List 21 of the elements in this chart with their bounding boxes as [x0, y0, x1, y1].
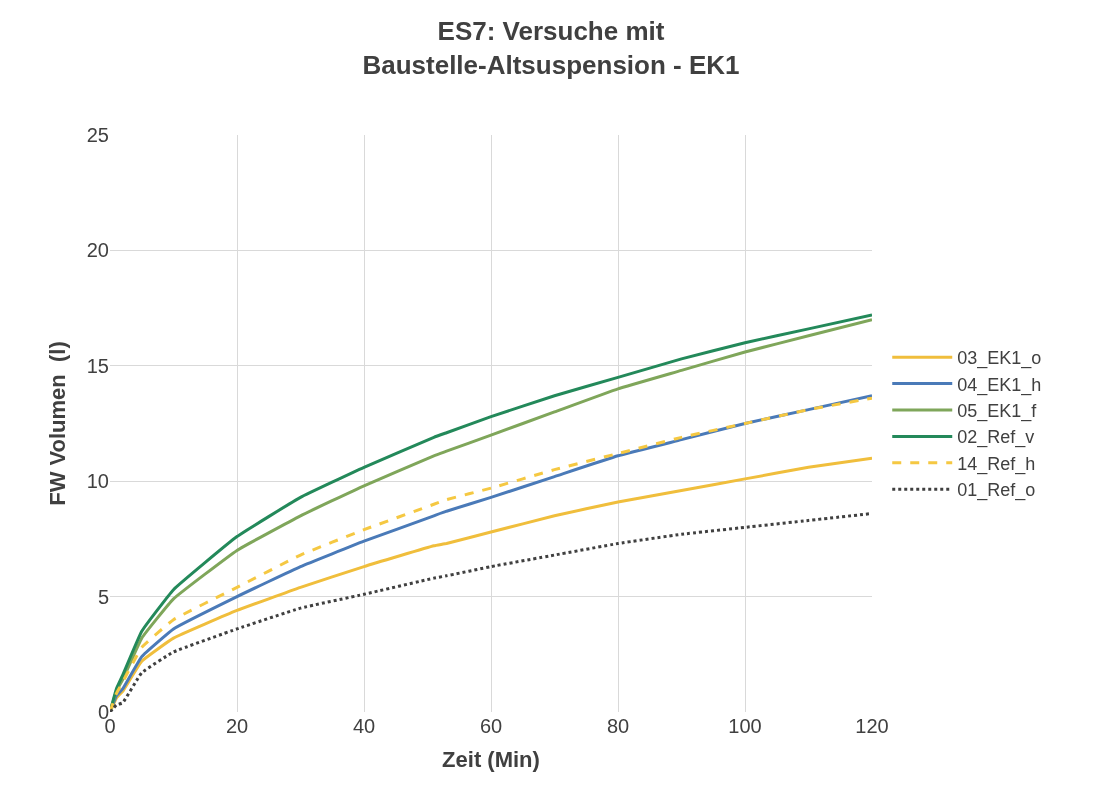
x-tick-label: 100	[728, 715, 762, 737]
x-tick-label: 40	[352, 715, 376, 737]
x-tick-label: 60	[479, 715, 503, 737]
legend-label: 01_Ref_o	[957, 480, 1036, 502]
legend-label: 02_Ref_v	[957, 427, 1035, 449]
legend-label: 05_EK1_f	[957, 401, 1038, 423]
legend-label: 14_Ref_h	[957, 453, 1036, 475]
y-tick-label: 20	[86, 239, 109, 262]
x-tick-label: 20	[225, 715, 249, 737]
y-axis-title: FW Volumen (l)	[44, 341, 70, 506]
legend-label: 04_EK1_h	[957, 374, 1042, 396]
chart-title: ES7: Versuche mit Baustelle-Altsuspension - EK1	[362, 16, 740, 80]
y-tick-label: 10	[86, 470, 109, 493]
x-axis-title: Zeit (Min)	[442, 746, 540, 772]
x-tick-label: 80	[606, 715, 630, 737]
x-tick-label: 120	[855, 715, 889, 737]
legend-label: 03_EK1_o	[957, 348, 1042, 370]
y-tick-label: 15	[86, 354, 109, 377]
y-tick-label: 25	[86, 124, 109, 146]
line-series	[110, 512, 872, 712]
y-tick-label: 5	[97, 585, 109, 608]
